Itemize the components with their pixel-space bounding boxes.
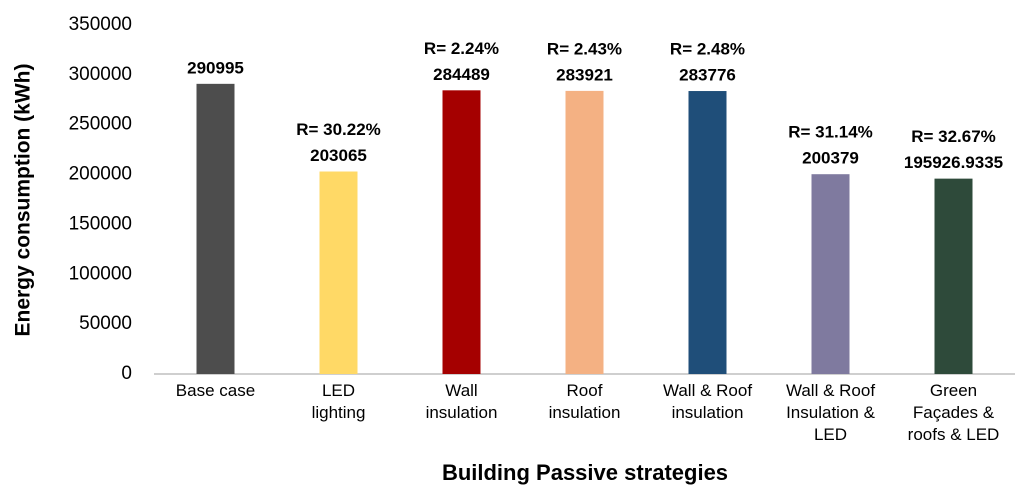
x-tick-label: Wall insulation	[425, 381, 498, 422]
annotation: R= 31.14%	[788, 123, 873, 142]
x-tick-label: LED lighting	[311, 381, 366, 422]
y-tick-label: 200000	[69, 164, 132, 185]
y-tick-label: 300000	[69, 64, 132, 85]
annotation: R= 2.43%	[547, 39, 622, 58]
value-label: 283776	[679, 66, 736, 85]
value-label: 283921	[556, 65, 613, 84]
y-tick-label: 350000	[69, 14, 132, 35]
annotation: R= 2.24%	[424, 39, 499, 58]
value-label: 200379	[802, 149, 859, 168]
annotation: R= 32.67%	[911, 127, 996, 146]
bar	[565, 90, 604, 375]
bar	[196, 83, 235, 374]
x-tick-label: Green Façades & roofs & LED	[907, 381, 1000, 444]
bar	[688, 91, 727, 374]
x-tick-label: Base case	[175, 381, 256, 400]
x-tick-label: Wall & Roof Insulation & LED	[785, 381, 876, 444]
value-label: 284489	[433, 65, 490, 84]
y-tick-label: 50000	[79, 313, 132, 334]
annotation: R= 30.22%	[296, 120, 381, 139]
y-axis-title: Energy consumption (kWh)	[12, 64, 35, 337]
y-tick-label: 0	[121, 363, 132, 384]
bar	[934, 178, 973, 374]
bar	[442, 90, 481, 374]
x-tick-label: Roof insulation	[548, 381, 621, 422]
y-tick-label: 150000	[69, 213, 132, 234]
bar	[319, 171, 358, 374]
annotation: R= 2.48%	[670, 40, 745, 59]
value-label: 290995	[187, 58, 244, 77]
value-label: 195926.9335	[904, 153, 1003, 172]
x-axis-title: Building Passive strategies	[442, 460, 728, 485]
value-label: 203065	[310, 146, 367, 165]
bar	[811, 174, 850, 374]
y-tick-label: 250000	[69, 114, 132, 135]
y-tick-label: 100000	[69, 263, 132, 284]
x-tick-label: Wall & Roof insulation	[662, 381, 753, 422]
